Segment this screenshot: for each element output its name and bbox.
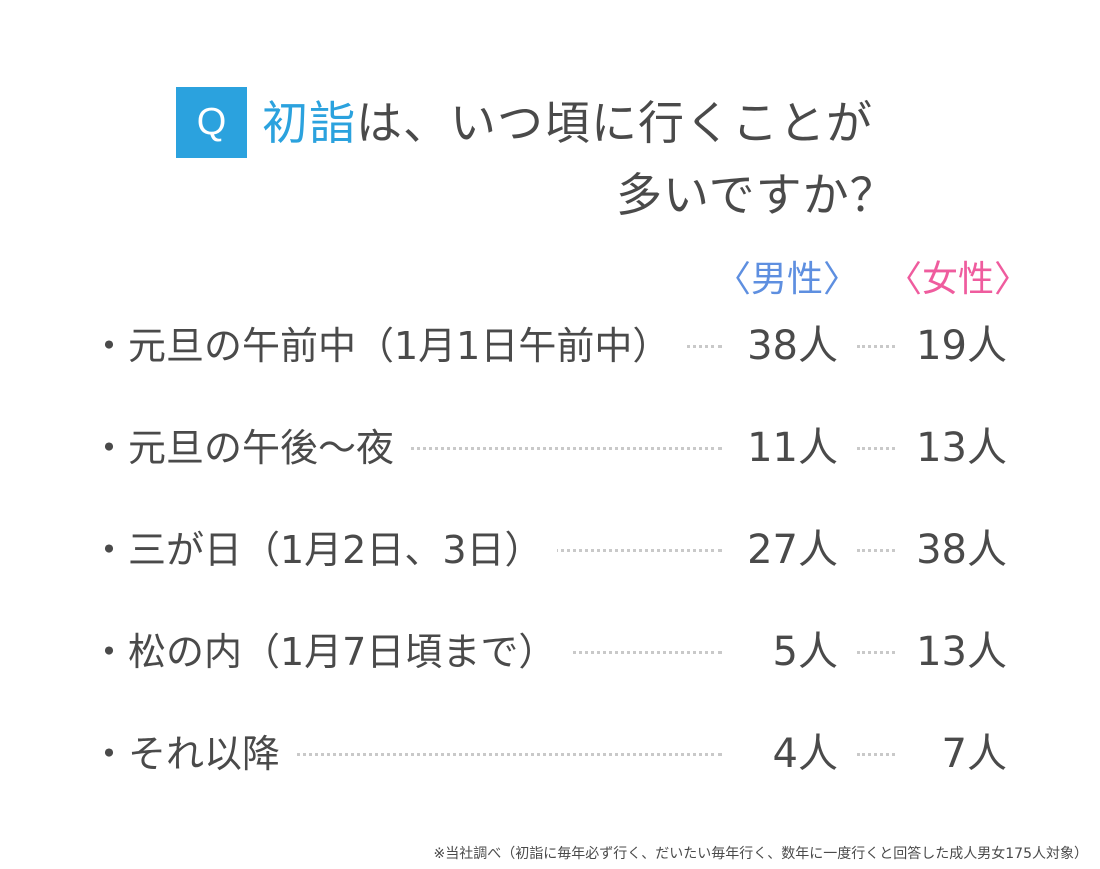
table-row: ・松の内（1月7日頃まで） 5人 13人: [0, 622, 1100, 682]
table-row: ・三が日（1月2日、3日） 27人 38人: [0, 520, 1100, 580]
header-female: 〈女性〉: [886, 259, 1031, 300]
dotted-leader: [857, 651, 895, 654]
dotted-leader: [110, 753, 722, 756]
male-count: 4人: [762, 724, 838, 784]
female-count: 13人: [906, 418, 1007, 478]
question-title-line1: 初詣は、いつ頃に行くことが: [262, 100, 873, 146]
question-badge: Q: [176, 87, 247, 158]
male-count: 11人: [737, 418, 838, 478]
female-count: 38人: [906, 520, 1007, 580]
row-label: ・元旦の午前中（1月1日午前中）: [90, 316, 685, 376]
table-row: ・それ以降 4人 7人: [0, 724, 1100, 784]
dotted-leader: [857, 549, 895, 552]
female-count: 13人: [906, 622, 1007, 682]
dotted-leader: [110, 447, 722, 450]
dotted-leader: [857, 753, 895, 756]
question-title-line2: 多いですか？: [616, 168, 897, 222]
row-label: ・それ以降: [90, 724, 295, 784]
row-label: ・三が日（1月2日、3日）: [90, 520, 557, 580]
table-row: ・元旦の午後〜夜 11人 13人: [0, 418, 1100, 478]
dotted-leader: [857, 447, 895, 450]
question-title-rest: は、いつ頃に行くことが: [356, 96, 873, 150]
dotted-leader: [857, 345, 895, 348]
male-count: 38人: [737, 316, 838, 376]
male-count: 27人: [737, 520, 838, 580]
footnote: ※当社調べ（初詣に毎年必ず行く、だいたい毎年行く、数年に一度行くと回答した成人男…: [433, 846, 1088, 862]
question-title-accent: 初詣: [262, 96, 356, 150]
header-male: 〈男性〉: [715, 259, 860, 300]
row-label: ・元旦の午後〜夜: [90, 418, 409, 478]
row-label: ・松の内（1月7日頃まで）: [90, 622, 571, 682]
female-count: 7人: [931, 724, 1007, 784]
male-count: 5人: [762, 622, 838, 682]
table-row: ・元旦の午前中（1月1日午前中） 38人 19人: [0, 316, 1100, 376]
female-count: 19人: [906, 316, 1007, 376]
